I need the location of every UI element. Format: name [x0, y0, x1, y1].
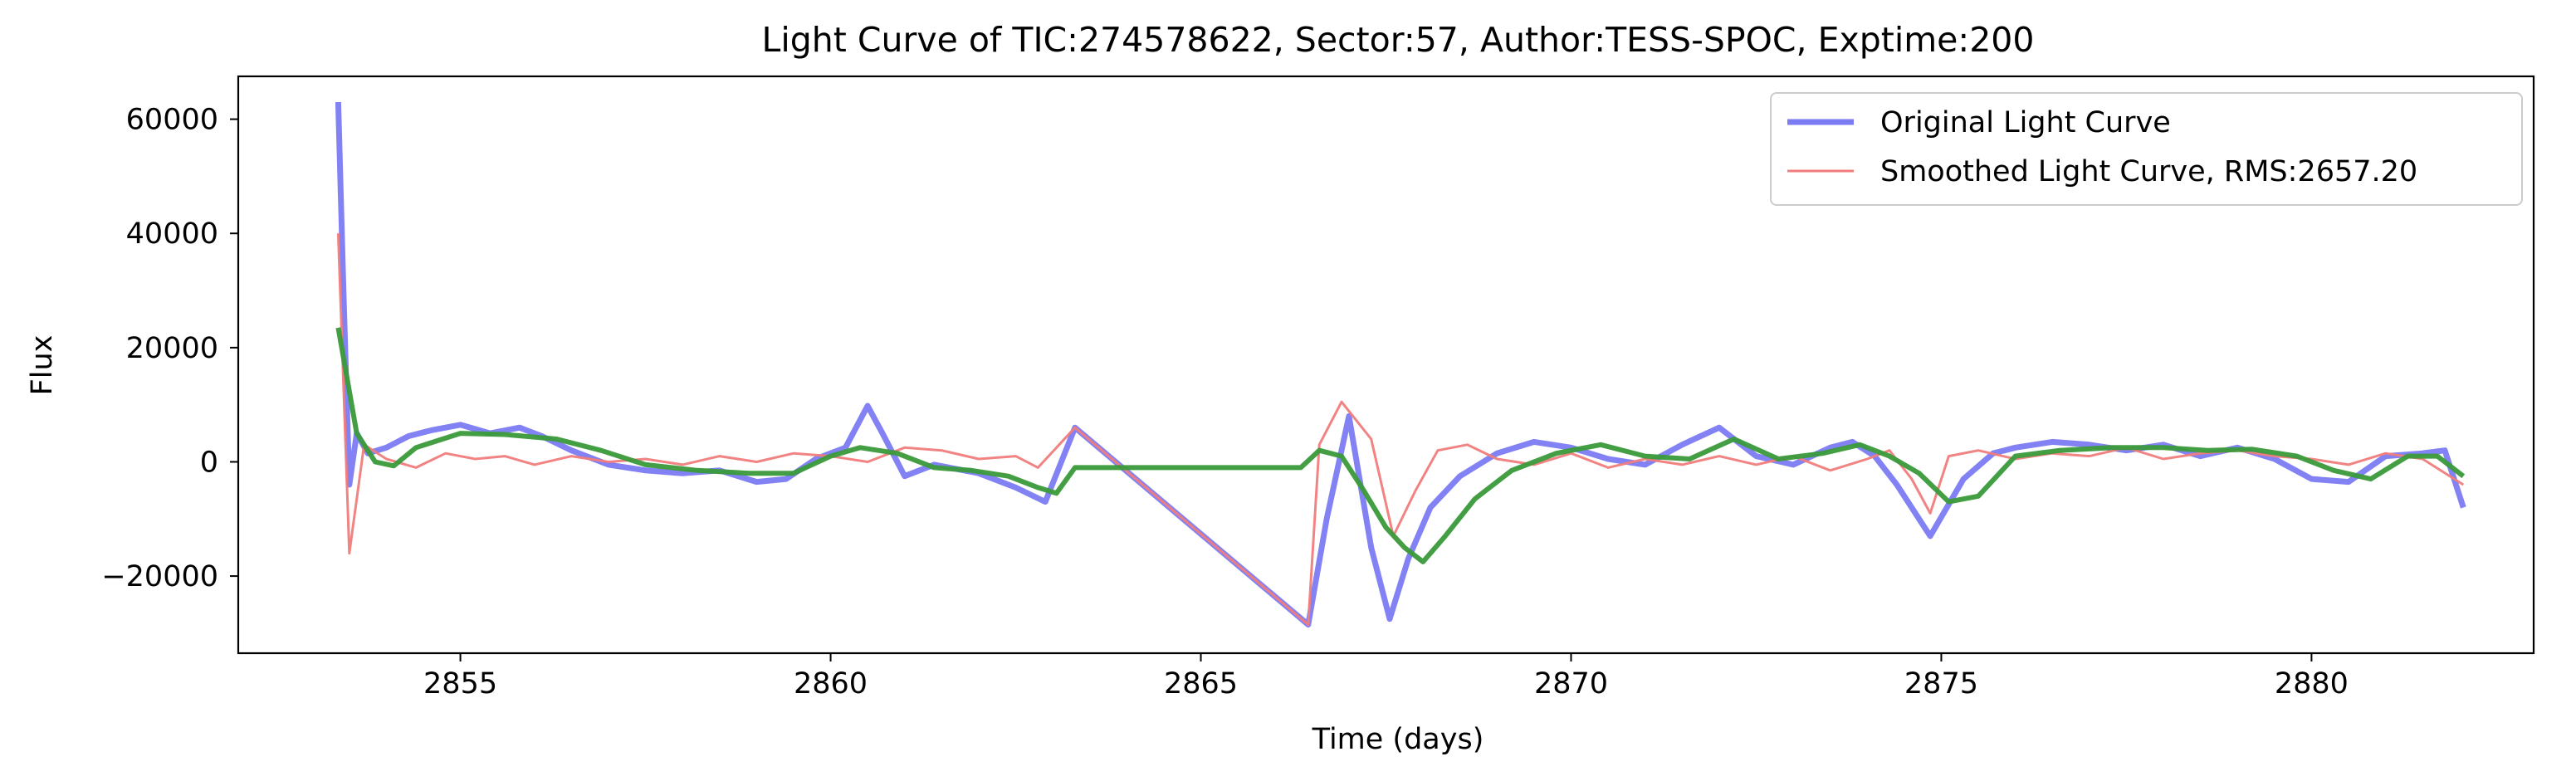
y-axis: −20000 0 20000 40000 60000: [101, 104, 238, 593]
x-tick-label: 2875: [1904, 667, 1978, 700]
y-tick-label: 0: [200, 446, 218, 479]
y-axis-label: Flux: [26, 335, 59, 396]
chart-title: Light Curve of TIC:274578622, Sector:57,…: [762, 20, 2035, 60]
legend-label-smoothed: Smoothed Light Curve, RMS:2657.20: [1880, 155, 2417, 188]
x-tick-label: 2860: [794, 667, 868, 700]
x-axis-label: Time (days): [1312, 723, 1484, 756]
y-tick-label: −20000: [101, 560, 218, 593]
y-tick-label: 60000: [126, 104, 218, 137]
legend: Original Light Curve Smoothed Light Curv…: [1770, 92, 2523, 206]
x-tick-label: 2870: [1534, 667, 1608, 700]
x-tick-label: 2855: [423, 667, 497, 700]
x-tick-label: 2865: [1164, 667, 1238, 700]
plot-area: [335, 101, 2466, 628]
x-axis: 2855 2860 2865 2870 2875 2880: [423, 653, 2349, 700]
y-tick-label: 20000: [126, 332, 218, 365]
legend-label-original: Original Light Curve: [1880, 106, 2171, 139]
plot-frame: [237, 75, 2535, 655]
series-line-trend: [335, 327, 2466, 564]
series-line-smoothed: [336, 233, 2465, 627]
x-tick-label: 2880: [2275, 667, 2349, 700]
legend-box: [1770, 92, 2523, 206]
y-tick-label: 40000: [126, 217, 218, 251]
